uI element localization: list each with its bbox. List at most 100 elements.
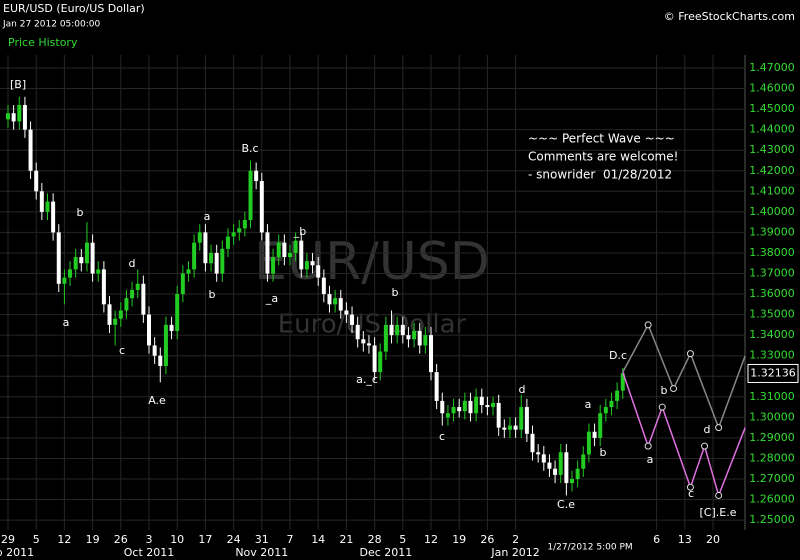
candle-body xyxy=(530,433,535,453)
projection-point xyxy=(686,483,694,491)
projection-point xyxy=(644,442,652,450)
candle-body xyxy=(581,454,586,469)
timestamp: Jan 27 2012 05:00:00 xyxy=(2,20,101,30)
credit: © FreeStockCharts.com xyxy=(664,10,795,23)
y-tick-label: 1.31000 xyxy=(749,390,795,403)
x-tick-label: 19 xyxy=(86,533,100,546)
candle-body xyxy=(62,277,67,284)
candle-body xyxy=(6,113,10,120)
candle-body xyxy=(271,257,276,274)
projection-point xyxy=(686,350,694,358)
last-price-box xyxy=(747,363,799,383)
candle-body xyxy=(310,261,315,266)
wave-label: a xyxy=(63,316,70,329)
candle-body xyxy=(276,242,281,258)
y-tick-label: 1.44000 xyxy=(749,123,795,136)
x-tick-label: 21 xyxy=(339,533,353,546)
candle-body xyxy=(372,345,377,373)
candle-body xyxy=(158,355,163,366)
x-tick-label: 29 xyxy=(1,533,15,546)
candle-body xyxy=(163,324,168,366)
candle-body xyxy=(445,413,450,418)
wave-label: d xyxy=(519,383,526,396)
y-tick-label: 1.28000 xyxy=(749,451,795,464)
candle-body xyxy=(197,232,202,243)
wave-label: _b xyxy=(293,225,307,238)
candle-body xyxy=(350,314,355,325)
y-tick-label: 1.36000 xyxy=(749,287,795,300)
y-tick-label: 1.30000 xyxy=(749,410,795,423)
candle-body xyxy=(209,252,214,264)
candle-body xyxy=(507,425,512,430)
x-tick-label: 20 xyxy=(706,533,720,546)
chart-title: EUR/USD (Euro/US Dollar) xyxy=(3,2,145,15)
wave-label: c xyxy=(439,430,445,443)
crosshair-label: 1/27/2012 5:00 PM xyxy=(547,543,632,553)
x-tick-label: 31 xyxy=(255,533,269,546)
x-tick-label: 14 xyxy=(311,533,325,546)
candle-body xyxy=(366,343,371,346)
wave-label: a xyxy=(647,453,654,466)
candle-body xyxy=(485,405,490,408)
y-tick-label: 1.47000 xyxy=(749,61,795,74)
candle-body xyxy=(383,324,388,352)
candle-body xyxy=(474,396,479,414)
candle-body xyxy=(254,170,259,182)
wave-label: a xyxy=(204,210,211,223)
candle-body xyxy=(186,269,191,274)
wave-label: d xyxy=(129,257,136,270)
projection-point xyxy=(701,442,709,450)
x-tick-label: 10 xyxy=(170,533,184,546)
candle-body xyxy=(259,181,264,233)
candle-body xyxy=(400,324,405,336)
y-tick-label: 1.25000 xyxy=(749,513,795,526)
candle-body xyxy=(468,400,473,414)
candle-body xyxy=(56,232,61,284)
candle-body xyxy=(214,252,219,274)
candle-body xyxy=(299,240,304,270)
candle-body xyxy=(225,236,230,249)
candle-body xyxy=(152,345,157,356)
candle-body xyxy=(51,201,56,233)
month-label: Sep 2011 xyxy=(0,546,34,559)
candle-body xyxy=(113,318,118,325)
candle-body xyxy=(34,170,39,192)
candle-body xyxy=(423,335,428,346)
candle-body xyxy=(84,242,89,264)
candle-body xyxy=(570,479,574,484)
x-tick-label: 12 xyxy=(424,533,438,546)
candle-body xyxy=(502,427,507,430)
candle-body xyxy=(321,277,326,295)
candle-body xyxy=(73,257,78,270)
y-tick-label: 1.29000 xyxy=(749,431,795,444)
candle-body xyxy=(609,400,614,408)
x-tick-label: 6 xyxy=(653,533,660,546)
candle-body xyxy=(479,396,484,406)
candle-body xyxy=(39,191,44,212)
candle-body xyxy=(68,269,73,278)
candle-body xyxy=(558,452,563,475)
candle-body xyxy=(338,298,343,311)
candle-body xyxy=(96,269,101,274)
candle-body xyxy=(130,289,135,299)
wave-label: _a xyxy=(265,292,278,305)
projection-point xyxy=(658,403,666,411)
candle-body xyxy=(406,335,411,340)
wave-label: D.c xyxy=(609,349,627,362)
candle-body xyxy=(378,351,383,373)
panel-label: Price History xyxy=(8,36,78,49)
wave-label: B.c xyxy=(241,142,258,155)
candle-body xyxy=(175,294,180,332)
candle-body xyxy=(203,232,208,264)
candle-body xyxy=(192,242,197,270)
candle-body xyxy=(361,339,366,344)
candle-body xyxy=(45,201,50,212)
projection-point xyxy=(644,321,652,329)
wave-label: b xyxy=(209,288,216,301)
candle-body xyxy=(541,454,546,463)
y-tick-label: 1.37000 xyxy=(749,267,795,280)
projection-line xyxy=(622,323,746,430)
y-tick-label: 1.27000 xyxy=(749,472,795,485)
candle-body xyxy=(496,402,501,428)
